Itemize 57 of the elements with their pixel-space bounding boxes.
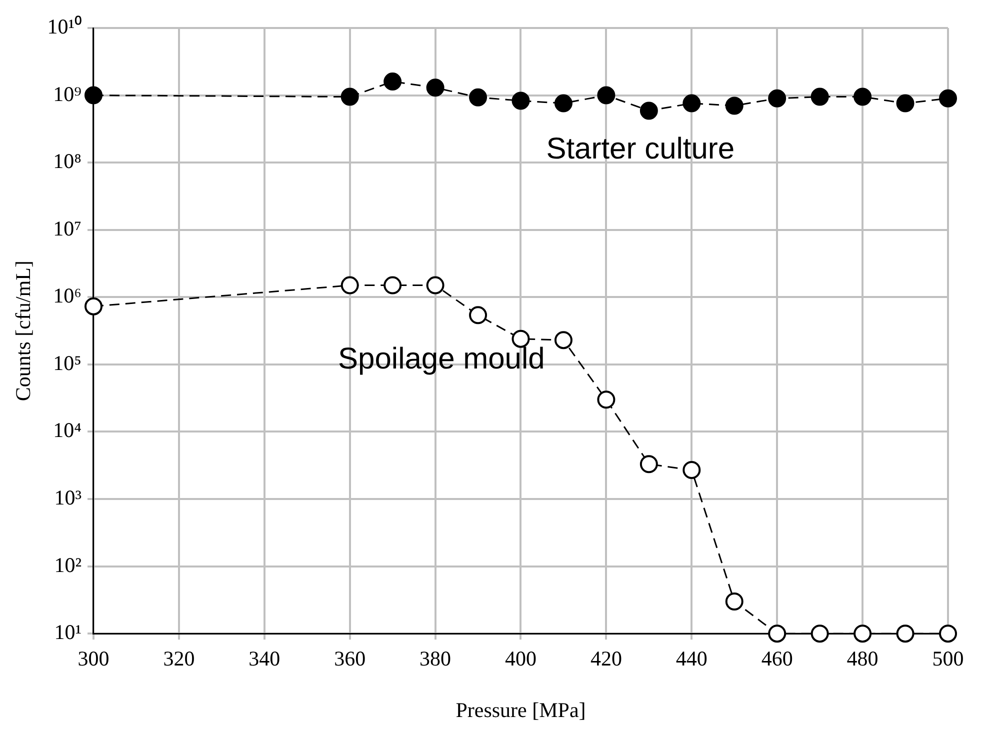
point <box>939 89 957 108</box>
point <box>340 88 359 106</box>
point <box>854 624 872 643</box>
x-tick-label: 300 <box>78 646 110 671</box>
x-tick-label: 320 <box>163 646 195 671</box>
y-tick-label: 10⁶ <box>53 284 82 308</box>
x-tick-label: 360 <box>334 646 366 671</box>
y-tick-label: 10⁸ <box>53 149 82 174</box>
y-tick-label: 10² <box>54 552 82 577</box>
point <box>512 92 530 110</box>
point <box>896 94 914 112</box>
point <box>469 88 488 106</box>
y-tick-label: 10⁷ <box>53 216 82 240</box>
point <box>384 72 402 91</box>
point <box>768 89 786 108</box>
point <box>426 276 444 294</box>
x-tick-label: 400 <box>505 646 536 671</box>
point <box>384 276 402 294</box>
point <box>597 86 616 104</box>
point <box>84 86 102 104</box>
point <box>854 88 872 106</box>
x-tick-label: 480 <box>846 646 878 671</box>
x-tick-label: 420 <box>590 646 622 671</box>
point <box>682 460 701 479</box>
point <box>554 94 572 112</box>
y-tick-label: 10¹⁰ <box>47 14 82 39</box>
y-axis-title: Counts [cfu/mL] <box>11 260 36 402</box>
series-label: Spoilage mould <box>338 342 545 376</box>
point <box>768 624 786 643</box>
point <box>640 455 658 474</box>
point <box>597 390 616 409</box>
x-tick-label: 500 <box>932 646 964 671</box>
point <box>84 297 102 316</box>
point <box>512 330 530 348</box>
y-tick-label: 10¹ <box>54 620 82 644</box>
x-tick-label: 440 <box>676 646 708 671</box>
point <box>725 96 744 115</box>
point <box>725 592 744 610</box>
x-tick-label: 460 <box>761 646 793 671</box>
y-tick-label: 10⁹ <box>53 82 82 106</box>
point <box>810 88 829 106</box>
y-tick-label: 10⁵ <box>53 350 82 375</box>
x-tick-label: 380 <box>420 646 452 671</box>
y-tick-label: 10³ <box>54 486 82 510</box>
point <box>554 331 572 350</box>
point <box>810 624 829 643</box>
x-tick-label: 340 <box>248 646 280 671</box>
point <box>469 306 488 324</box>
point <box>682 94 701 112</box>
point <box>896 624 914 643</box>
point <box>939 624 957 643</box>
series-label: Starter culture <box>546 132 735 166</box>
x-axis-title: Pressure [MPa] <box>456 698 586 722</box>
point <box>426 78 444 97</box>
point <box>340 276 359 294</box>
point <box>640 102 658 120</box>
y-tick-label: 10⁴ <box>53 418 82 442</box>
